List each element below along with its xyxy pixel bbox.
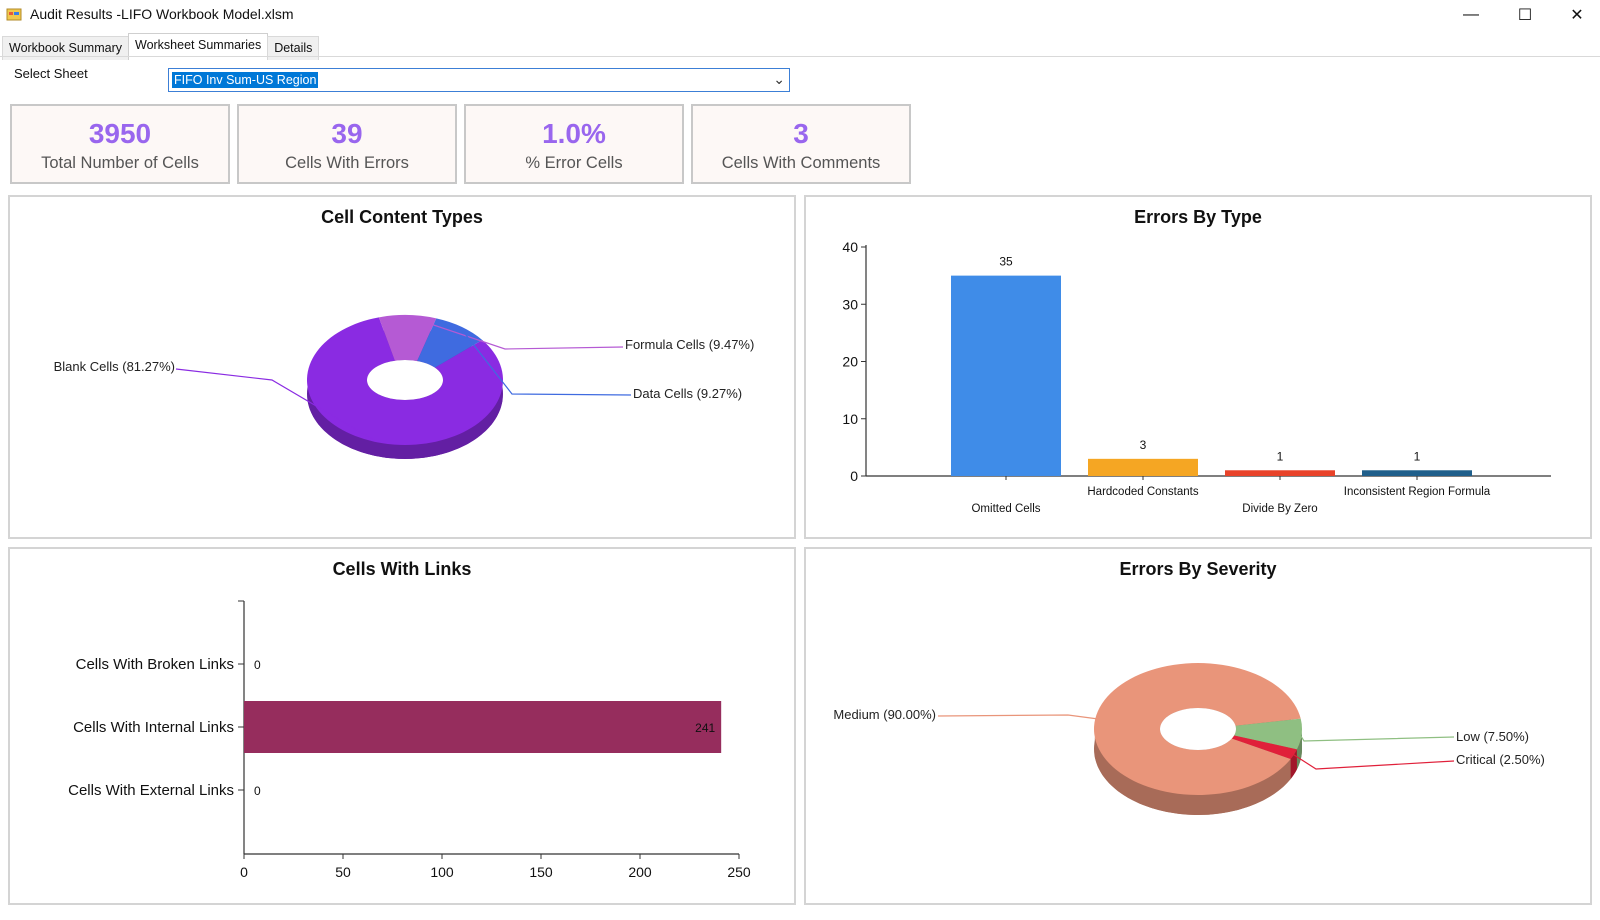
x-tick-label: Inconsistent Region Formula xyxy=(1344,486,1491,498)
panel-cells-with-links: Cells With Links 0 50 100 150 200 250 Cells Wi… xyxy=(8,547,796,905)
title-bar: Audit Results -LIFO Workbook Model.xlsm … xyxy=(0,0,1600,30)
donut-slice xyxy=(307,317,503,445)
x-tick-label: 250 xyxy=(727,864,751,880)
kpi-value: 3950 xyxy=(88,118,152,149)
donut-hole xyxy=(367,360,443,400)
slice-side xyxy=(1290,749,1297,779)
slice-label: Medium (90.00%) xyxy=(833,707,936,722)
bar xyxy=(1225,470,1335,476)
bar xyxy=(1088,458,1198,476)
donut-slice xyxy=(1234,718,1302,750)
slice-label: Data Cells (9.27%) xyxy=(633,386,742,401)
kpi-value: 39 xyxy=(331,118,363,149)
select-sheet-value: FIFO Inv Sum-US Region xyxy=(172,72,319,88)
y-tick-label: Cells With External Links xyxy=(68,782,234,799)
leader-line xyxy=(937,714,1098,720)
donut-slice xyxy=(378,315,437,362)
chart-title: Errors By Severity xyxy=(1119,559,1277,579)
errors-by-type-bar-chart: 0 10 20 30 40 35 Omitted Cells 3 Hardcoded Const… xyxy=(842,239,1551,515)
y-tick-label: Cells With Broken Links xyxy=(76,656,234,673)
select-sheet-label: Select Sheet xyxy=(14,66,88,81)
slice-label: Critical (2.50%) xyxy=(1456,752,1545,767)
x-tick-label: 50 xyxy=(335,864,351,880)
data-label: 241 xyxy=(695,721,715,735)
slice-label: Blank Cells (81.27%) xyxy=(54,359,175,374)
y-tick-label: 10 xyxy=(842,411,858,427)
tab-worksheet-summaries[interactable]: Worksheet Summaries xyxy=(128,33,269,60)
leader-line xyxy=(460,327,632,396)
y-tick-label: 30 xyxy=(842,296,858,312)
data-label: 0 xyxy=(254,658,261,672)
chart-title: Errors By Type xyxy=(1134,207,1262,227)
maximize-button[interactable]: ☐ xyxy=(1517,7,1533,24)
chart-title: Cell Content Types xyxy=(321,207,483,227)
kpi-label: Cells With Comments xyxy=(721,154,881,172)
y-tick-label: 0 xyxy=(850,468,858,484)
select-sheet-dropdown[interactable]: FIFO Inv Sum-US Region ⌄ xyxy=(168,68,790,92)
tab-divider xyxy=(0,56,1600,57)
x-tick-label: 0 xyxy=(240,864,248,880)
panel-cell-content-types: Cell Content Types Blank Cells (81.27%) F… xyxy=(8,195,796,539)
leader-line xyxy=(1299,733,1455,742)
panel-errors-by-severity: Errors By Severity Medium (90.00%) Low (7… xyxy=(804,547,1592,905)
kpi-value: 1.0% xyxy=(542,118,606,149)
leader-line xyxy=(407,315,624,350)
data-label: 1 xyxy=(1277,449,1284,463)
app-icon xyxy=(6,8,22,21)
donut-slice xyxy=(417,318,483,368)
bar xyxy=(244,701,722,753)
cells-with-links-bar-chart: 0 50 100 150 200 250 Cells With Broken Links 0 C… xyxy=(68,600,751,880)
panel-errors-by-type: Errors By Type 0 10 20 30 40 35 Omitted Cells 3… xyxy=(804,195,1592,539)
donut-slice xyxy=(1094,663,1301,795)
leader-line xyxy=(1291,753,1455,770)
x-tick-label: 200 xyxy=(628,864,652,880)
errors-by-severity-donut-chart: Medium (90.00%) Low (7.50%) Critical (2.50… xyxy=(833,663,1545,815)
donut-slice xyxy=(1231,735,1297,759)
leader-line xyxy=(175,368,376,442)
x-tick-label: 100 xyxy=(430,864,454,880)
slice-side xyxy=(1094,737,1291,815)
minimize-button[interactable]: — xyxy=(1463,6,1479,23)
cell-content-donut-chart: Blank Cells (81.27%) Formula Cells (9.47%… xyxy=(54,315,754,459)
donut-hole xyxy=(1160,708,1236,750)
window-title: Audit Results -LIFO Workbook Model.xlsm xyxy=(30,6,294,22)
slice-side xyxy=(1296,729,1302,770)
kpi-value: 3 xyxy=(793,118,809,149)
x-tick-label: Omitted Cells xyxy=(971,503,1040,515)
kpi-label: Cells With Errors xyxy=(285,154,409,172)
chevron-down-icon[interactable]: ⌄ xyxy=(773,71,785,87)
kpi-total-cells: 3950 Total Number of Cells xyxy=(10,104,230,184)
y-tick-label: Cells With Internal Links xyxy=(73,719,234,736)
data-label: 0 xyxy=(254,784,261,798)
bar xyxy=(1362,470,1472,476)
chart-title: Cells With Links xyxy=(332,559,472,579)
y-tick-label: 20 xyxy=(842,354,858,370)
slice-side xyxy=(307,386,503,459)
close-button[interactable]: ✕ xyxy=(1570,7,1584,24)
slice-label: Formula Cells (9.47%) xyxy=(625,337,754,352)
data-label: 3 xyxy=(1140,438,1147,452)
data-label: 35 xyxy=(999,255,1013,269)
kpi-label: Total Number of Cells xyxy=(41,154,199,172)
data-label: 1 xyxy=(1414,449,1421,463)
x-tick-label: Hardcoded Constants xyxy=(1087,486,1198,498)
x-tick-label: 150 xyxy=(529,864,553,880)
bar xyxy=(951,275,1061,476)
tab-strip: Workbook Summary Worksheet Summaries Det… xyxy=(2,33,320,60)
kpi-cells-with-comments: 3 Cells With Comments xyxy=(691,104,911,184)
slice-label: Low (7.50%) xyxy=(1456,729,1529,744)
x-tick-label: Divide By Zero xyxy=(1242,503,1317,515)
y-tick-label: 40 xyxy=(842,239,858,255)
kpi-label: % Error Cells xyxy=(525,154,623,172)
kpi-cells-with-errors: 39 Cells With Errors xyxy=(237,104,457,184)
kpi-error-percent: 1.0% % Error Cells xyxy=(464,104,684,184)
